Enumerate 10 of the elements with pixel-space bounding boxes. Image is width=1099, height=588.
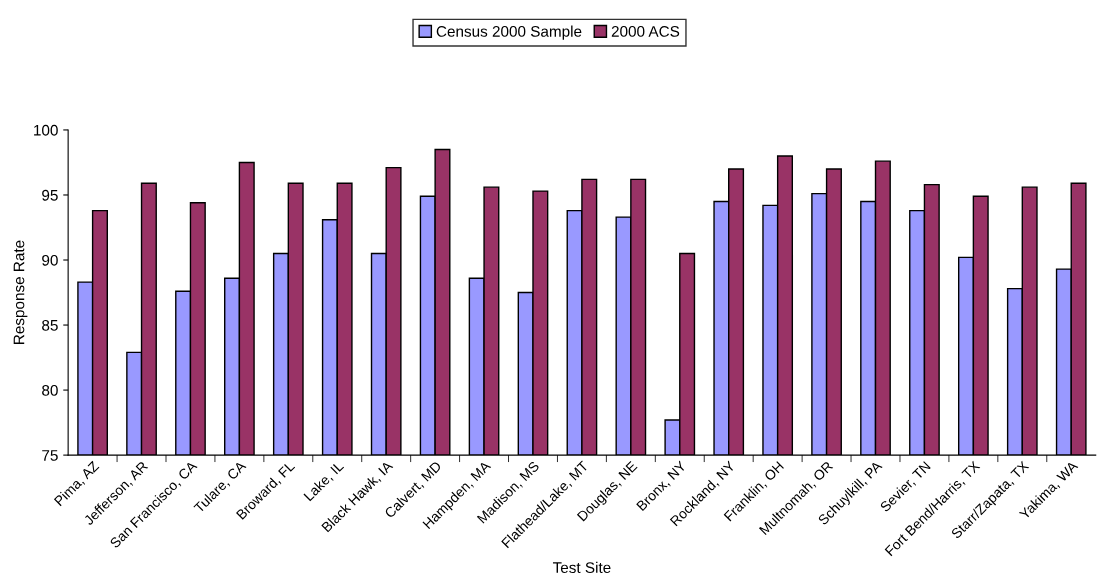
legend-label: 2000 ACS: [611, 25, 680, 37]
y-tick-label: 90: [42, 254, 58, 266]
y-tick-label: 80: [42, 384, 58, 396]
legend-label: Census 2000 Sample: [436, 25, 582, 40]
y-tick-label: 95: [42, 189, 58, 201]
y-tick-label: 75: [42, 450, 58, 461]
y-axis-title: Response Rate: [13, 240, 28, 344]
x-axis-title: Test Site: [552, 561, 611, 573]
y-tick-label: 85: [42, 319, 58, 331]
y-tick-label: 100: [34, 124, 58, 136]
